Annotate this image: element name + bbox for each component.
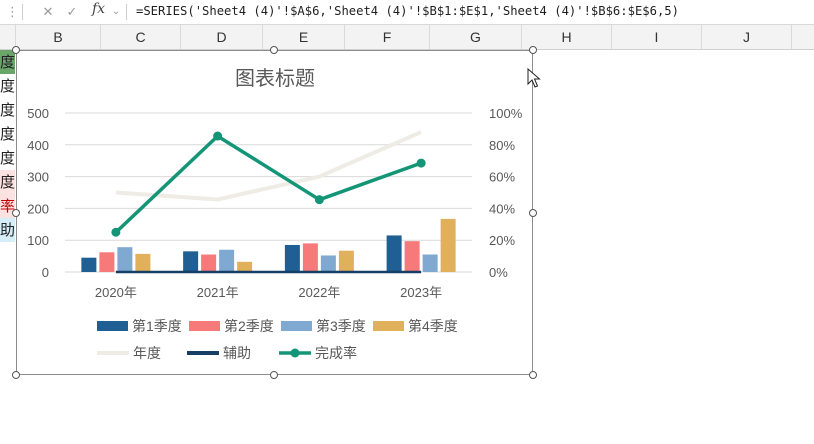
line-point bbox=[314, 195, 324, 205]
fx-icon[interactable]: fx bbox=[92, 1, 106, 17]
sheet-grid[interactable]: 度 度 度 度 度 度 率 助 bbox=[0, 50, 814, 444]
y-right-tick-label: 80% bbox=[489, 138, 515, 153]
column-header-partial[interactable] bbox=[792, 25, 814, 49]
bar bbox=[284, 244, 300, 272]
line-series-annual bbox=[115, 130, 422, 202]
y-right-tick-label: 40% bbox=[489, 201, 515, 216]
resize-handle-bottom[interactable] bbox=[270, 371, 278, 379]
y-left-tick-label: 100 bbox=[27, 233, 49, 248]
bar bbox=[219, 249, 235, 272]
y-left-tick-label: 500 bbox=[27, 106, 49, 121]
y-left-tick-label: 0 bbox=[42, 265, 49, 280]
column-header-a[interactable] bbox=[0, 25, 16, 49]
y-right-tick-label: 60% bbox=[489, 170, 515, 185]
column-header[interactable]: D bbox=[181, 25, 263, 49]
x-tick-label: 2023年 bbox=[400, 285, 442, 300]
bar bbox=[183, 251, 199, 272]
legend-marker bbox=[290, 348, 300, 358]
column-header[interactable]: I bbox=[612, 25, 702, 49]
resize-handle-top-right[interactable] bbox=[529, 46, 537, 54]
cell-a[interactable]: 率 bbox=[0, 194, 15, 218]
bar bbox=[117, 247, 133, 272]
formula-input[interactable]: =SERIES('Sheet4 (4)'!$A$6,'Sheet4 (4)'!$… bbox=[136, 4, 679, 18]
legend-swatch bbox=[281, 321, 312, 331]
column-header[interactable]: J bbox=[702, 25, 792, 49]
y-left-tick-label: 200 bbox=[27, 201, 49, 216]
y-right-tick-label: 20% bbox=[489, 233, 515, 248]
column-header[interactable]: C bbox=[101, 25, 181, 49]
column-header[interactable]: H bbox=[522, 25, 612, 49]
bar bbox=[201, 254, 217, 272]
more-options-icon[interactable]: ⋮ bbox=[6, 4, 19, 19]
chart-area[interactable]: 图表标题 0 100 200 300 400 500 0% 20% 40% 60% 80% 100% 20… bbox=[16, 50, 533, 375]
column-header[interactable]: G bbox=[430, 25, 522, 49]
legend-label: 第3季度 bbox=[316, 318, 366, 334]
column-header[interactable]: E bbox=[263, 25, 345, 49]
cell-a[interactable]: 助 bbox=[0, 218, 15, 242]
cell-a[interactable]: 度 bbox=[0, 98, 15, 122]
cell-a[interactable]: 度 bbox=[0, 146, 15, 170]
resize-handle-bottom-right[interactable] bbox=[529, 371, 537, 379]
cell-a[interactable]: 度 bbox=[0, 50, 15, 74]
cell-a[interactable]: 度 bbox=[0, 170, 15, 194]
y-left-tick-label: 300 bbox=[27, 170, 49, 185]
resize-handle-left[interactable] bbox=[12, 209, 20, 217]
legend-label: 第4季度 bbox=[408, 318, 458, 334]
bar bbox=[386, 235, 402, 272]
chart-svg[interactable]: 图表标题 0 100 200 300 400 500 0% 20% 40% 60% 80% 100% 20… bbox=[17, 51, 534, 376]
column-headers: B C D E F G H I J bbox=[0, 25, 814, 50]
legend-swatch bbox=[97, 321, 128, 331]
cell-a[interactable]: 度 bbox=[0, 74, 15, 98]
legend-label: 辅助 bbox=[223, 345, 251, 361]
line-series-completion bbox=[114, 134, 422, 234]
legend-label: 完成率 bbox=[315, 345, 357, 361]
bar bbox=[302, 243, 318, 272]
line-point bbox=[416, 158, 426, 168]
bar bbox=[404, 241, 420, 272]
legend-swatch bbox=[189, 321, 220, 331]
chevron-down-icon[interactable]: ⌄ bbox=[111, 6, 121, 17]
formula-bar-divider bbox=[22, 4, 23, 20]
bar bbox=[440, 218, 456, 272]
bar bbox=[320, 255, 336, 272]
resize-handle-bottom-left[interactable] bbox=[12, 371, 20, 379]
mouse-cursor-icon bbox=[527, 68, 541, 88]
x-tick-label: 2022年 bbox=[298, 285, 340, 300]
legend-label: 第1季度 bbox=[132, 318, 182, 334]
legend-label: 年度 bbox=[133, 345, 161, 361]
bar bbox=[422, 254, 438, 272]
resize-handle-top-left[interactable] bbox=[12, 46, 20, 54]
line-point bbox=[111, 227, 121, 237]
bar bbox=[338, 250, 354, 272]
chart-title: 图表标题 bbox=[235, 67, 315, 90]
check-icon[interactable]: ✓ bbox=[66, 4, 78, 19]
formula-bar: ⋮ ✕ ✓ fx ⌄ =SERIES('Sheet4 (4)'!$A$6,'Sh… bbox=[0, 0, 814, 25]
y-left-tick-label: 400 bbox=[27, 138, 49, 153]
x-tick-label: 2021年 bbox=[197, 285, 239, 300]
y-right-tick-label: 100% bbox=[489, 106, 523, 121]
close-icon[interactable]: ✕ bbox=[42, 4, 54, 19]
legend-swatch bbox=[373, 321, 404, 331]
bar bbox=[237, 261, 253, 272]
resize-handle-top[interactable] bbox=[270, 46, 278, 54]
x-tick-label: 2020年 bbox=[95, 285, 137, 300]
y-right-tick-label: 0% bbox=[489, 265, 508, 280]
resize-handle-right[interactable] bbox=[529, 209, 537, 217]
cell-a[interactable]: 度 bbox=[0, 122, 15, 146]
bar bbox=[81, 257, 97, 272]
bar bbox=[135, 253, 151, 272]
line-point bbox=[213, 131, 223, 141]
bar bbox=[99, 252, 115, 272]
formula-bar-divider bbox=[126, 4, 127, 20]
legend-label: 第2季度 bbox=[224, 318, 274, 334]
column-header[interactable]: B bbox=[16, 25, 101, 49]
column-header[interactable]: F bbox=[345, 25, 430, 49]
